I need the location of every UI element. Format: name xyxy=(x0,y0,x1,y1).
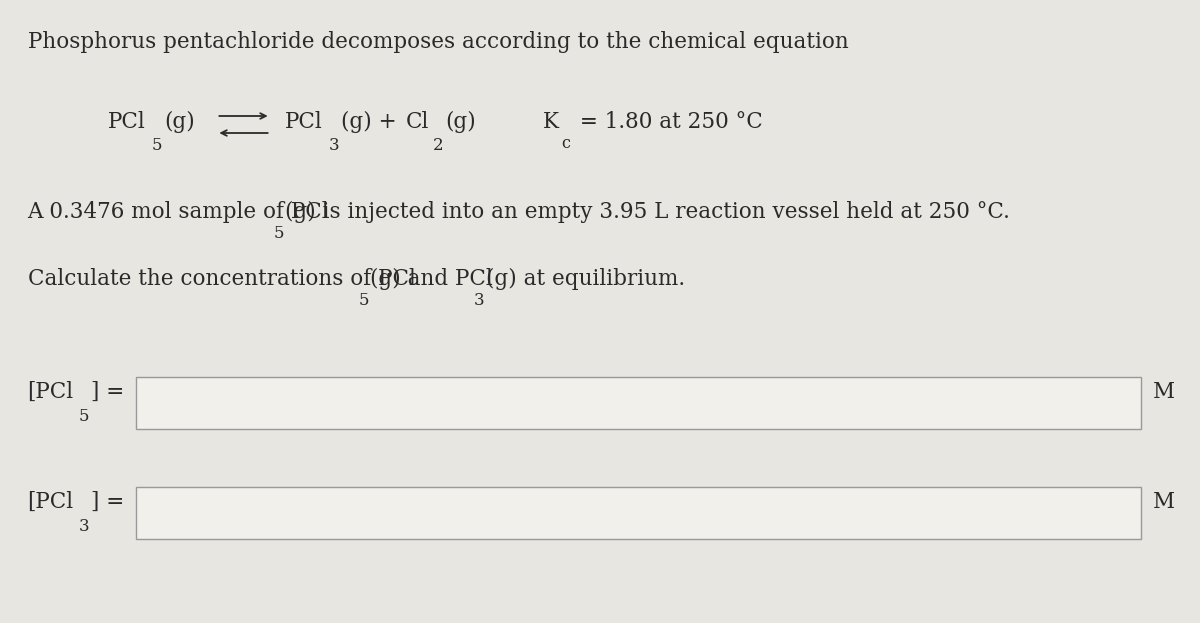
Text: 5: 5 xyxy=(358,292,368,309)
Text: Cl: Cl xyxy=(406,111,428,133)
Text: (g) is injected into an empty 3.95 L reaction vessel held at 250 °C.: (g) is injected into an empty 3.95 L rea… xyxy=(284,201,1010,223)
Text: ] =: ] = xyxy=(90,491,124,513)
Text: 2: 2 xyxy=(433,137,444,154)
Bar xyxy=(136,487,1141,539)
Text: (g): (g) xyxy=(164,111,196,133)
Bar xyxy=(136,377,1141,429)
Text: 5: 5 xyxy=(151,137,162,154)
Text: PCl: PCl xyxy=(286,111,323,133)
Text: Calculate the concentrations of PCl: Calculate the concentrations of PCl xyxy=(28,268,415,290)
Text: [PCl: [PCl xyxy=(28,381,73,403)
Text: (g): (g) xyxy=(445,111,476,133)
Text: A 0.3476 mol sample of PCl: A 0.3476 mol sample of PCl xyxy=(28,201,329,223)
Text: 3: 3 xyxy=(329,137,340,154)
Text: 3: 3 xyxy=(474,292,485,309)
Text: 5: 5 xyxy=(79,408,89,425)
Text: [PCl: [PCl xyxy=(28,491,73,513)
Text: M: M xyxy=(1153,381,1175,403)
Text: c: c xyxy=(560,135,570,152)
Text: K: K xyxy=(544,111,559,133)
Text: PCl: PCl xyxy=(108,111,146,133)
Text: ] =: ] = xyxy=(90,381,124,403)
Text: (g) and PCl: (g) and PCl xyxy=(370,268,493,290)
Text: = 1.80 at 250 °C: = 1.80 at 250 °C xyxy=(572,111,762,133)
Text: Phosphorus pentachloride decomposes according to the chemical equation: Phosphorus pentachloride decomposes acco… xyxy=(28,31,848,53)
Text: (g) at equilibrium.: (g) at equilibrium. xyxy=(486,268,685,290)
Text: M: M xyxy=(1153,491,1175,513)
Text: 3: 3 xyxy=(79,518,89,535)
Text: 5: 5 xyxy=(274,225,283,242)
Text: (g) +: (g) + xyxy=(342,111,404,133)
